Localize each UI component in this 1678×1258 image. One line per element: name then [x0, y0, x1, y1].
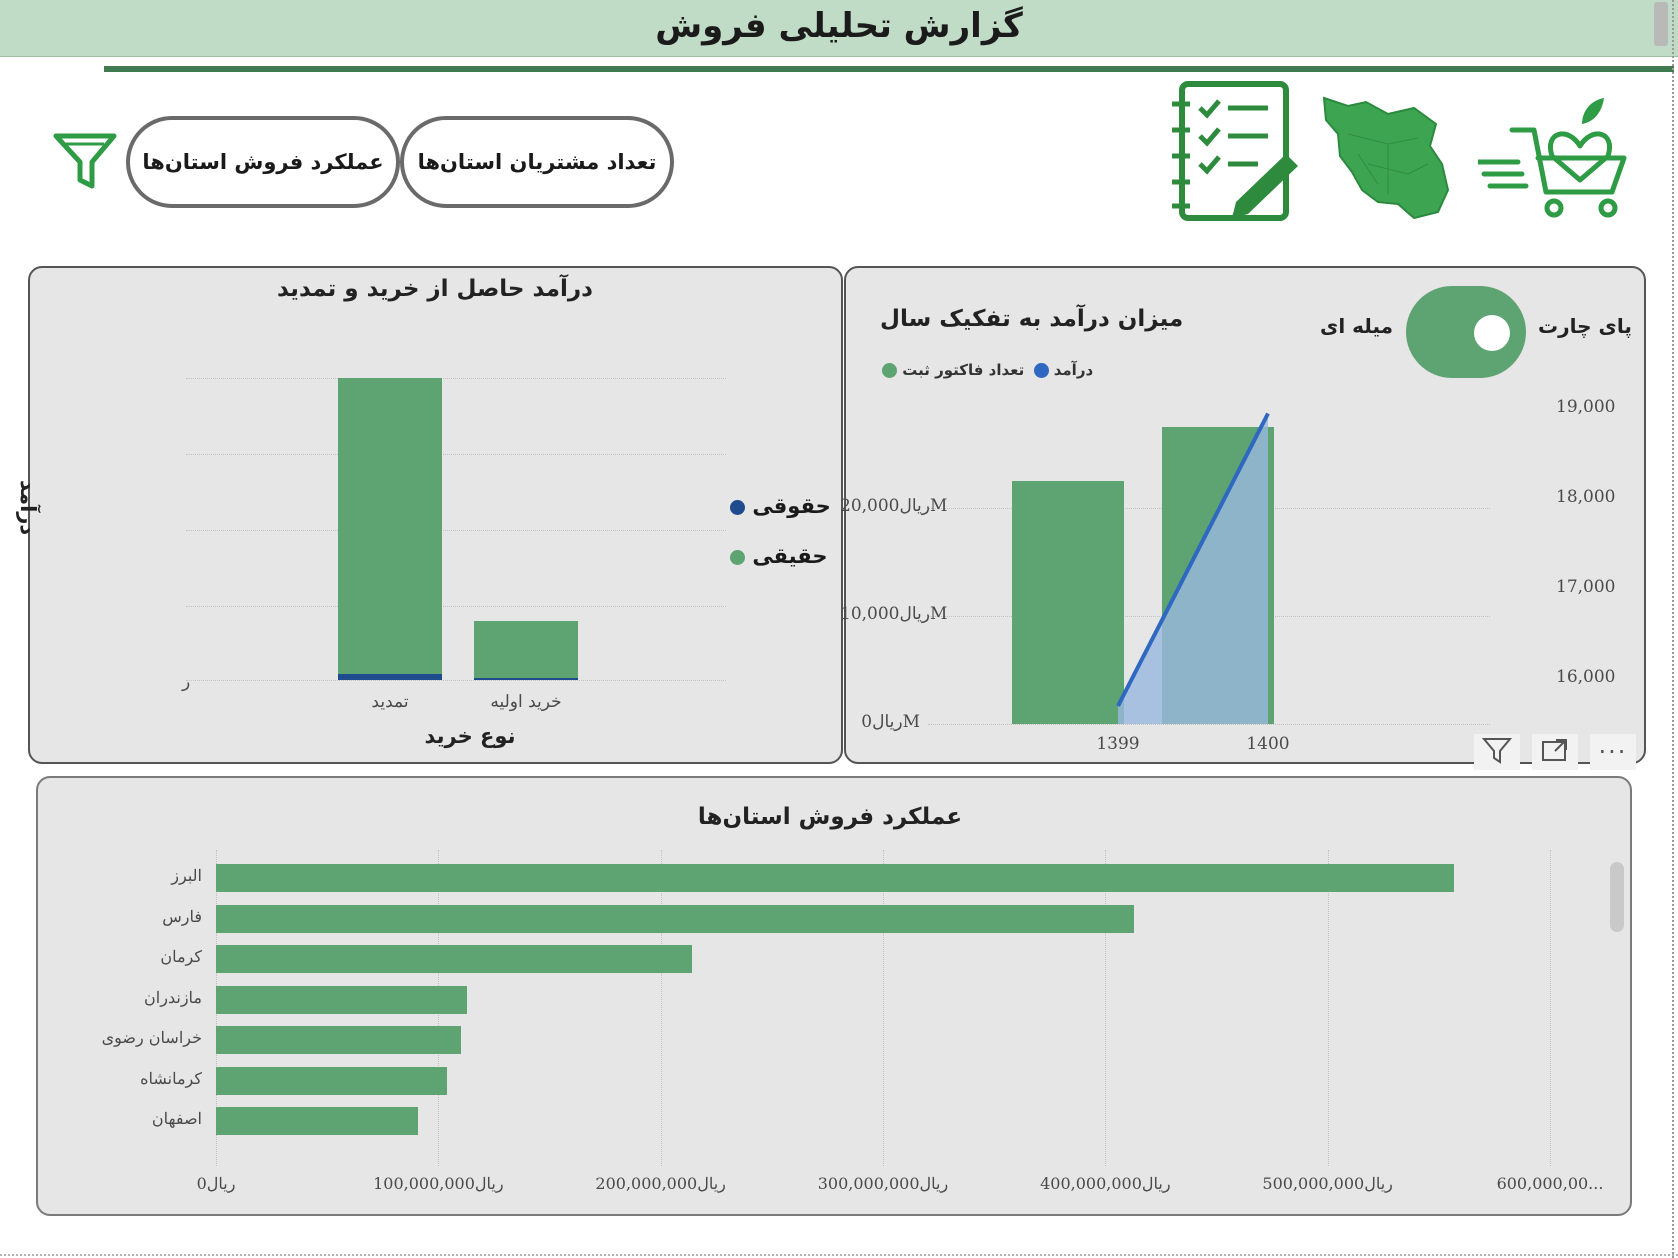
iran-map-icon [1318, 94, 1454, 224]
province-chart-plot[interactable]: ریال0 ریال100,000,000 ریال200,000,000 ریال3… [40, 850, 1620, 1210]
invoice-count-line[interactable] [1116, 412, 1270, 707]
revenue-bar[interactable] [1012, 481, 1124, 724]
filter-icon [1481, 736, 1513, 768]
x-tick-label: ریال300,000,000 [817, 1174, 949, 1193]
province-label: فارس [162, 906, 202, 926]
canvas-edge-bottom [0, 1254, 1678, 1256]
visual-header-toolbar: ··· [1474, 734, 1636, 770]
page-header [0, 0, 1678, 57]
province-label: خراسان رضوی [101, 1028, 202, 1047]
province-label: مازندران [144, 987, 202, 1007]
x-tick-label: خرید اولیه [490, 692, 562, 712]
grid-line [186, 680, 726, 681]
province-bar[interactable] [216, 864, 1455, 892]
grid-line [186, 378, 726, 379]
province-label: کرمان [160, 947, 202, 966]
legend-marker [730, 549, 745, 565]
legend-label: تعداد فاکتور ثبت [902, 361, 1025, 379]
visual-filter-button[interactable] [1474, 734, 1520, 770]
legend-label: درآمد [1053, 361, 1094, 379]
x-tick-label: ریال200,000,000 [595, 1174, 726, 1193]
x-tick-label: ریال0 [196, 1174, 236, 1193]
grid-line [186, 530, 726, 531]
more-options-button[interactable]: ··· [1590, 734, 1636, 770]
year-chart-title: میزان درآمد به تفکیک سال [880, 306, 1184, 332]
header-scrollbar[interactable] [1654, 2, 1668, 46]
grid-line [186, 454, 726, 455]
more-options-icon: ··· [1598, 738, 1628, 766]
header-divider [104, 66, 1674, 72]
bar-chart-toggle-label: میله ای [1320, 314, 1393, 338]
year-chart-plot[interactable]: ریال0M ریال10,000M ریال20,000M 16,000 17,000… [840, 397, 1640, 760]
province-customers-count-button[interactable]: تعداد مشتریان استان‌ها [400, 116, 674, 208]
y-right-tick-label: 19,000 [1556, 397, 1616, 417]
legend-marker [1033, 363, 1049, 378]
bar-legal[interactable] [474, 677, 578, 680]
grid-line [883, 850, 884, 1166]
province-sales-performance-button[interactable]: عملکرد فروش استان‌ها [126, 116, 400, 208]
province-bar[interactable] [216, 985, 468, 1014]
canvas-edge-right [1672, 0, 1674, 1258]
x-tick-label: ریال100,000,000 [373, 1174, 504, 1193]
grid-line [1327, 850, 1329, 1166]
province-bar[interactable] [216, 1026, 461, 1054]
province-label: اصفهان [151, 1109, 202, 1128]
grid-line [928, 724, 1490, 725]
purchase-chart-xlabel: نوع خرید [424, 724, 516, 748]
invoice-count-series [1116, 412, 1270, 724]
y-right-tick-label: 17,000 [1556, 577, 1616, 597]
province-label: کرمانشاه [140, 1068, 202, 1088]
x-tick-label: 600,000,00... [1496, 1174, 1604, 1193]
purchase-chart-title: درآمد حاصل از خرید و تمدید [277, 276, 593, 302]
toggle-knob[interactable] [1474, 315, 1510, 351]
province-bar[interactable] [216, 1066, 448, 1095]
legend-label: حقیقی [752, 544, 828, 568]
province-bar[interactable] [216, 904, 1135, 933]
purchase-chart-plot[interactable]: تمدید خرید اولیه [186, 378, 726, 712]
checklist-notebook-icon [1170, 80, 1306, 226]
province-bar[interactable] [216, 945, 692, 973]
purchase-legend-legal[interactable]: حقوقی [730, 494, 831, 518]
y-right-tick-label: 16,000 [1556, 667, 1616, 687]
province-chart-scrollbar[interactable] [1610, 862, 1624, 932]
purchase-chart-y-tick: ر [182, 672, 191, 692]
bar-individual[interactable] [474, 620, 578, 678]
grid-line [1550, 850, 1551, 1166]
page-title: گزارش تحلیلی فروش [655, 6, 1023, 46]
year-chart-legend: درآمد تعداد فاکتور ثبت [882, 361, 1093, 379]
legend-label: حقوقی [752, 494, 831, 518]
bar-individual[interactable] [338, 378, 442, 674]
province-chart-title: عملکرد فروش استان‌ها [697, 804, 963, 830]
province-label: البرز [171, 866, 202, 885]
bar-legal[interactable] [338, 673, 442, 680]
shopping-cart-heart-icon [1475, 96, 1630, 226]
x-tick-label: 1400 [1246, 734, 1290, 754]
y-right-tick-label: 18,000 [1556, 487, 1616, 507]
purchase-legend-individual[interactable]: حقیقی [730, 544, 828, 568]
x-tick-label: تمدید [371, 692, 409, 712]
focus-mode-button[interactable] [1532, 734, 1578, 770]
invoice-count-area [1118, 413, 1268, 724]
pie-chart-toggle-label: پای چارت [1538, 314, 1632, 338]
filter-icon[interactable] [52, 130, 118, 196]
grid-line [186, 606, 726, 607]
x-tick-label: ریال400,000,000 [1040, 1174, 1171, 1193]
purchase-chart-ylabel: درآمد [16, 480, 40, 536]
legend-marker [882, 363, 897, 378]
x-tick-label: 1399 [1096, 734, 1140, 754]
grid-line [660, 850, 662, 1166]
grid-line [1105, 850, 1107, 1166]
legend-marker [730, 499, 745, 515]
focus-mode-icon [1540, 736, 1570, 768]
y-left-tick-label: ریال0M [861, 712, 920, 732]
x-tick-label: ریال500,000,000 [1262, 1174, 1393, 1193]
province-bar[interactable] [216, 1107, 419, 1135]
